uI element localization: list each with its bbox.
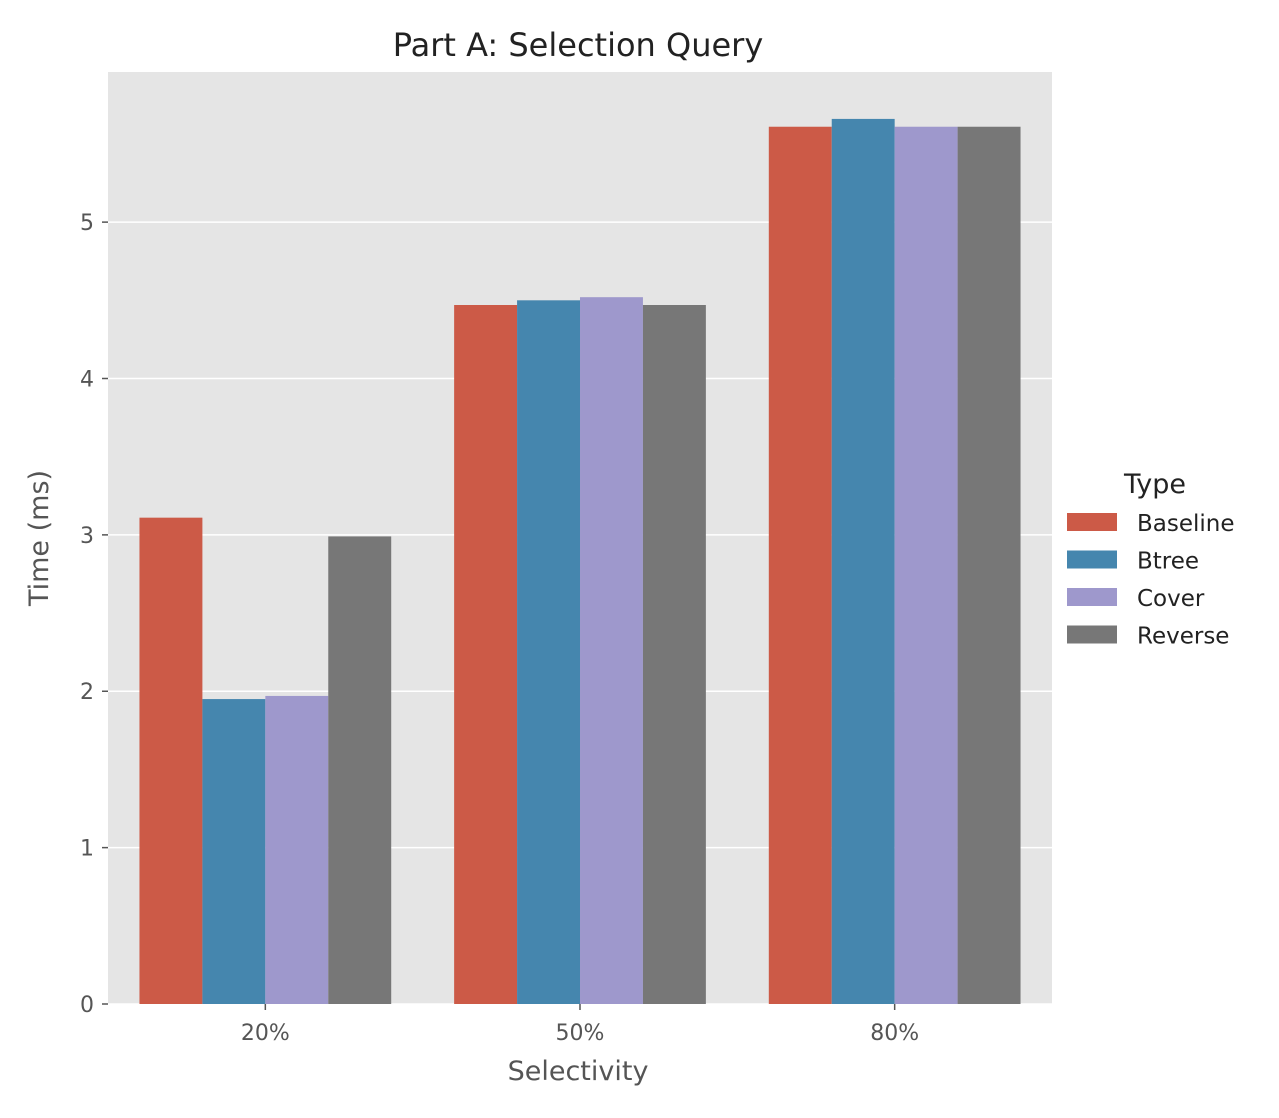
legend-label-btree: Btree — [1137, 549, 1199, 575]
legend: Type Baseline Btree Cover Reverse — [1067, 469, 1235, 650]
legend-swatch-baseline — [1067, 513, 1117, 531]
legend-label-reverse: Reverse — [1137, 624, 1229, 650]
y-tick-label: 5 — [80, 211, 94, 236]
y-tick-label: 3 — [80, 524, 94, 549]
x-axis: 20% 50% 80% — [241, 1004, 919, 1046]
bar-btree-20pct — [202, 699, 266, 1004]
bar-reverse-20pct — [328, 536, 392, 1004]
bar-reverse-50pct — [642, 305, 706, 1004]
legend-title: Type — [1123, 469, 1186, 500]
legend-label-baseline: Baseline — [1137, 511, 1235, 537]
x-tick-label: 50% — [556, 1021, 605, 1046]
x-axis-label: Selectivity — [508, 1056, 649, 1087]
bar-cover-50pct — [580, 297, 643, 1004]
bar-baseline-80pct — [768, 126, 832, 1004]
bar-baseline-20pct — [139, 517, 203, 1004]
legend-swatch-btree — [1067, 550, 1117, 569]
bar-btree-50pct — [517, 300, 580, 1004]
chart-title: Part A: Selection Query — [393, 26, 764, 64]
bar-baseline-50pct — [454, 305, 518, 1004]
y-tick-label: 0 — [80, 993, 94, 1018]
x-tick-label: 20% — [241, 1021, 290, 1046]
x-tick-label: 80% — [870, 1021, 919, 1046]
bar-cover-20pct — [265, 695, 329, 1004]
bar-btree-80pct — [831, 118, 895, 1005]
y-axis-label: Time (ms) — [24, 470, 55, 607]
y-tick-label: 1 — [80, 837, 94, 862]
legend-swatch-reverse — [1067, 625, 1117, 644]
legend-swatch-cover — [1067, 588, 1117, 606]
legend-label-cover: Cover — [1137, 586, 1205, 612]
bar-reverse-80pct — [957, 126, 1021, 1004]
y-axis: 0 1 2 3 4 5 — [80, 211, 108, 1018]
y-tick-label: 2 — [80, 680, 94, 705]
bars — [139, 118, 1021, 1005]
y-tick-label: 4 — [80, 367, 94, 392]
bar-cover-80pct — [894, 126, 958, 1004]
